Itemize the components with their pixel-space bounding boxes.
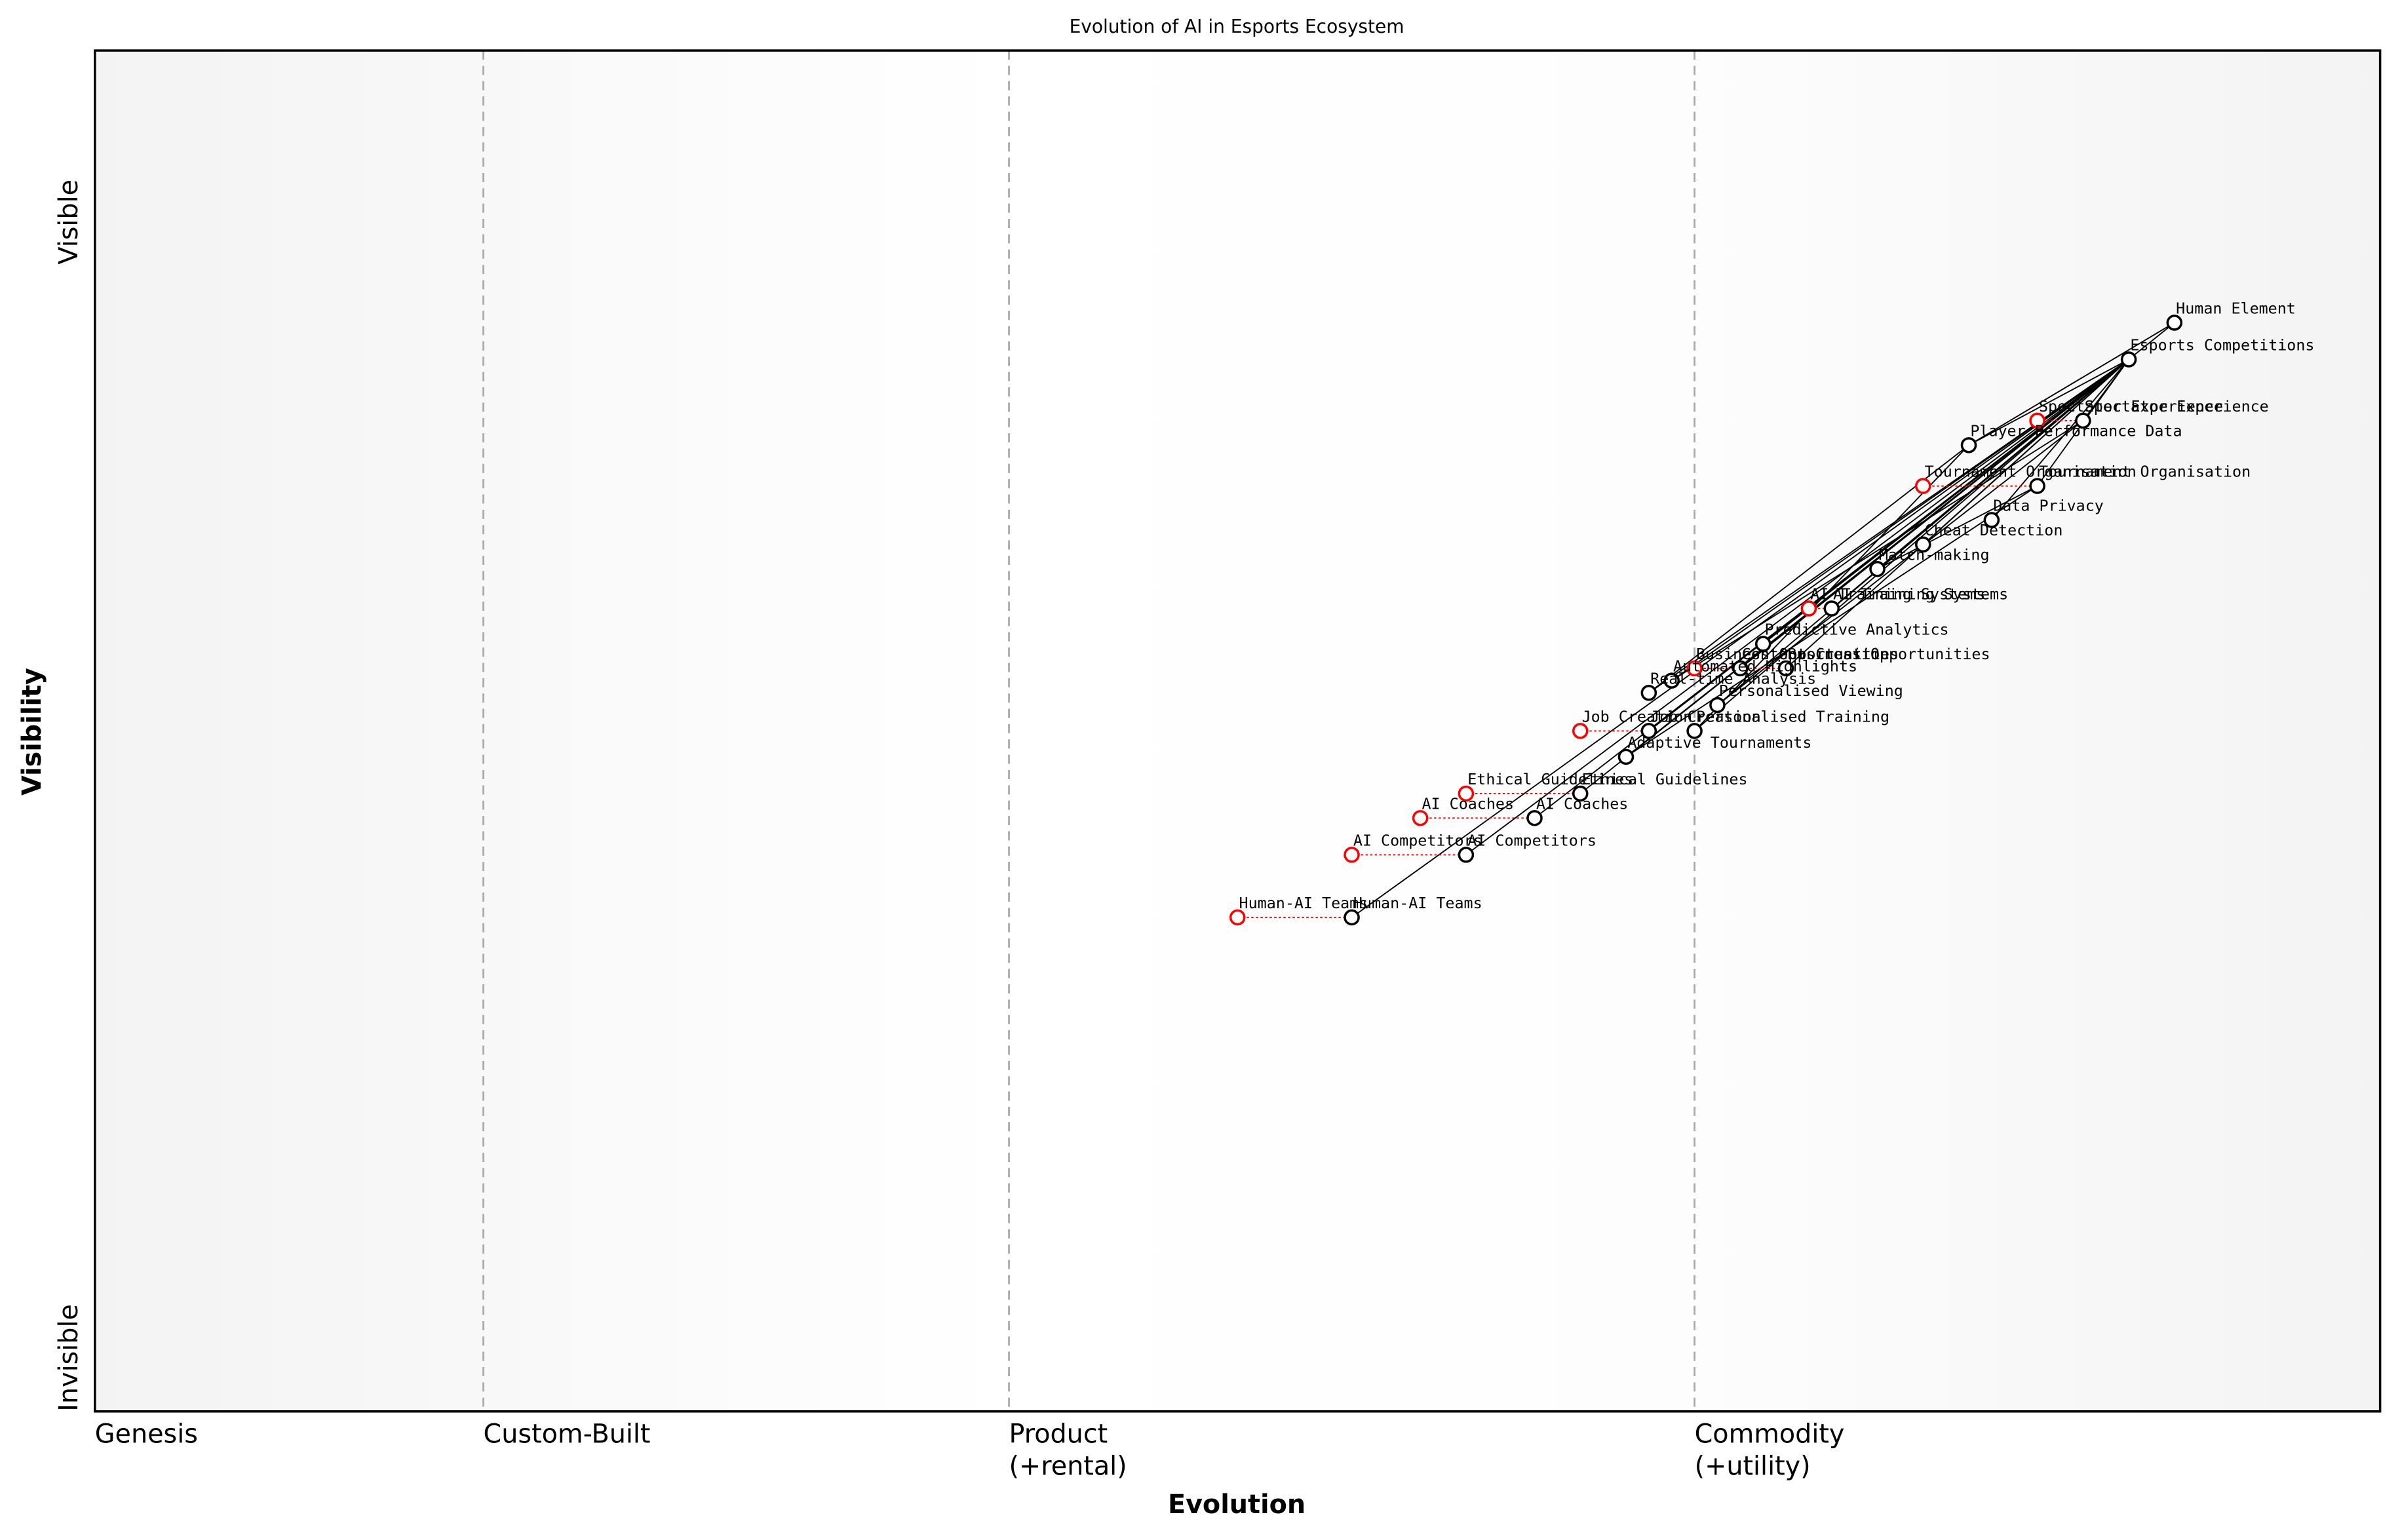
node (1344, 909, 1360, 926)
link (2128, 322, 2175, 360)
link (1648, 358, 2129, 694)
link (1716, 358, 2129, 706)
node (1686, 723, 1703, 739)
node (1663, 672, 1680, 689)
link (1579, 358, 2129, 794)
link (1968, 322, 2175, 446)
link (1785, 358, 2129, 669)
y-tick-label: Invisible (54, 1304, 84, 1412)
node-label: Spectator Experience (2085, 397, 2269, 415)
link (1991, 358, 2129, 521)
x-tick-label: Product (1009, 1419, 1108, 1450)
evolved-node (1915, 478, 1931, 494)
link (1694, 358, 2129, 732)
node (2166, 315, 2183, 331)
node-label: Ethical Guidelines (1582, 770, 1748, 788)
node (1960, 437, 1977, 453)
node (1526, 810, 1543, 826)
node (2029, 478, 2045, 494)
node-label: Personalised Training (1696, 707, 1889, 725)
node (1983, 512, 2000, 528)
node-label: Predictive Analytics (1765, 621, 1949, 639)
x-tick-label: (+rental) (1009, 1452, 1127, 1482)
node (1823, 600, 1840, 617)
node (2120, 351, 2137, 368)
link (1671, 420, 2083, 682)
node-label: Adaptive Tournaments (1627, 733, 1811, 752)
link (1877, 485, 2038, 570)
link (1465, 358, 2129, 856)
evolved-node-label: Business Opportunities (1696, 645, 1899, 663)
node-label: AI Training Systems (1833, 585, 2008, 604)
evolved-node-label: AI Coaches (1422, 794, 1515, 813)
evolved-node-label: Spectator Experience (2039, 397, 2223, 415)
node (1732, 660, 1749, 677)
node-label: Real-time Analysis (1650, 669, 1816, 687)
node-label: Automated Highlights (1673, 657, 1857, 676)
evolved-node (1572, 723, 1589, 739)
x-tick-label: Custom-Built (484, 1419, 651, 1450)
node-label: Human Element (2176, 299, 2296, 317)
node-label: AI Competitors (1467, 831, 1597, 849)
evolved-node-label: Job Creation (1582, 707, 1693, 725)
node (1869, 561, 1886, 577)
plot-frame (94, 49, 2382, 1413)
node-label: Tournament Organisation (2039, 463, 2251, 481)
node-label: Job Creation (1650, 707, 1761, 725)
x-tick-label: (+utility) (1695, 1452, 1811, 1482)
node-label: Business Opportunities (1787, 645, 1990, 663)
evolved-node (1686, 660, 1703, 677)
node (1915, 536, 1931, 553)
link (1716, 420, 2083, 706)
link (1351, 358, 2129, 918)
evolved-node-label: AI Training Systems (1810, 585, 1985, 604)
node (1777, 660, 1794, 677)
evolved-node (1800, 600, 1817, 617)
x-tick-label: Genesis (95, 1419, 198, 1450)
node-label: AI Coaches (1536, 794, 1629, 813)
evolved-node (1229, 909, 1246, 926)
node-label: Esports Competitions (2130, 336, 2314, 354)
node (1640, 723, 1657, 739)
node (1754, 636, 1771, 652)
node-label: Match-making (1879, 545, 1990, 564)
evolved-node (1458, 785, 1475, 802)
evolved-node (1412, 810, 1429, 826)
evolved-node-label: Human-AI Teams (1239, 894, 1368, 912)
evolved-node (1344, 847, 1360, 863)
link (1968, 358, 2129, 446)
node-label: Player Performance Data (1970, 421, 2182, 440)
node-label: Cheat Detection (1925, 521, 2063, 539)
node (1617, 748, 1635, 765)
plot-background (94, 50, 2380, 1412)
node (2075, 412, 2091, 429)
node (1458, 847, 1475, 863)
y-tick-label: Visible (54, 180, 84, 265)
x-axis-label: Evolution (1168, 1490, 1306, 1520)
node-label: Content Creation (1742, 645, 1889, 663)
node (1640, 685, 1657, 701)
x-tick-label: Commodity (1695, 1419, 1845, 1450)
link (1625, 485, 2038, 758)
chart-title: Evolution of AI in Esports Ecosystem (1070, 16, 1404, 37)
node-label: Human-AI Teams (1353, 894, 1482, 912)
node (1572, 785, 1589, 802)
evolved-node-label: Tournament Organisation (1925, 463, 2137, 481)
y-axis-label: Visibility (17, 668, 47, 796)
evolved-node-label: AI Competitors (1353, 831, 1482, 849)
node-label: Personalised Viewing (1719, 682, 1903, 700)
evolved-node (2029, 412, 2045, 429)
evolved-node-label: Ethical Guidelines (1467, 770, 1633, 788)
node-label: Data Privacy (1993, 497, 2104, 515)
node (1709, 697, 1726, 714)
